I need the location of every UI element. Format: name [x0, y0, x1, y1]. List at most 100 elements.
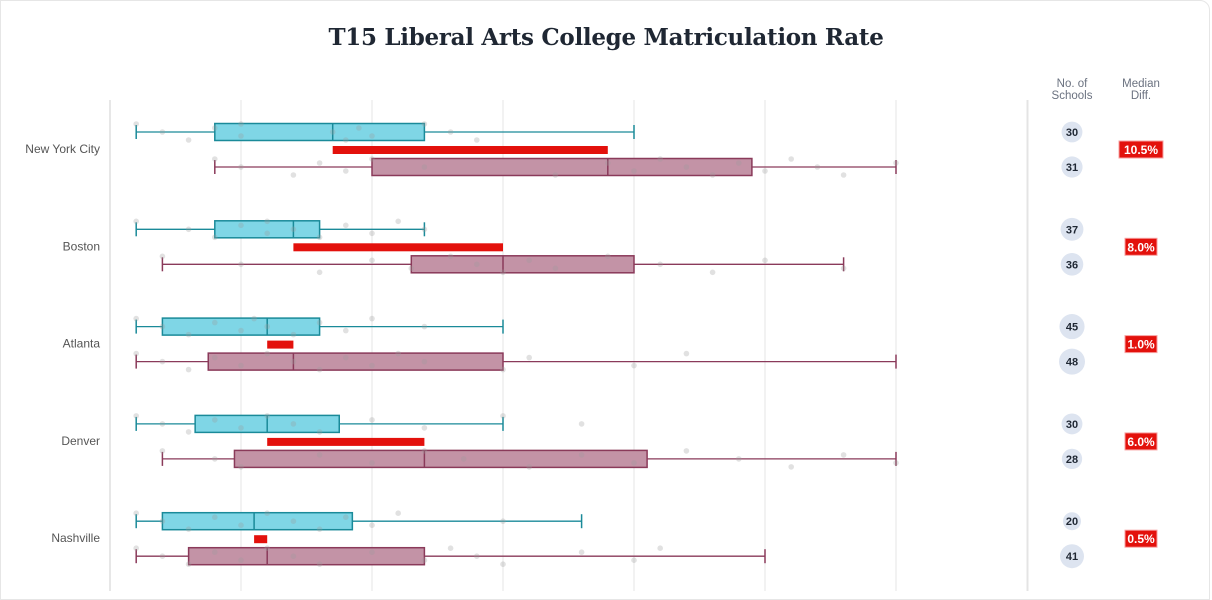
- data-point: [159, 553, 166, 559]
- data-point: [578, 452, 585, 458]
- data-point: [238, 133, 244, 139]
- city-row: New York City 30 31 10.5%: [25, 121, 1164, 178]
- school-count-bubble: [1059, 348, 1085, 375]
- data-point: [133, 218, 139, 225]
- box-b: [133, 350, 897, 373]
- data-point: [264, 218, 271, 225]
- data-point: [238, 557, 244, 563]
- city-label: Boston: [63, 239, 100, 253]
- iqr-box: [214, 122, 426, 142]
- data-point: [369, 522, 375, 528]
- data-point: [238, 464, 244, 470]
- data-point: [212, 319, 218, 326]
- median-diff-value: 8.0%: [1127, 240, 1155, 254]
- school-count: 31: [1066, 162, 1078, 174]
- box-a: [133, 121, 635, 143]
- median-diff-badge: [1124, 529, 1158, 548]
- data-point: [605, 160, 611, 166]
- iqr-box: [233, 449, 648, 469]
- data-point: [369, 133, 375, 139]
- data-point: [343, 222, 349, 229]
- data-point: [316, 234, 323, 241]
- iqr-box: [207, 352, 504, 371]
- data-point: [421, 226, 428, 233]
- count-header-line1: No. of: [1056, 78, 1088, 90]
- data-point: [343, 354, 349, 361]
- data-point: [526, 464, 532, 470]
- city-row: Boston 37 36 8.0%: [63, 217, 1158, 276]
- data-point: [369, 230, 375, 237]
- box-b: [159, 253, 847, 276]
- school-count: 20: [1066, 516, 1078, 528]
- school-count: 30: [1066, 127, 1078, 139]
- school-count: 41: [1066, 551, 1078, 563]
- school-count-bubble: [1063, 512, 1081, 531]
- data-point: [500, 561, 506, 567]
- data-point: [185, 526, 192, 532]
- data-point: [316, 160, 323, 166]
- box-b: [212, 156, 899, 178]
- data-point: [631, 168, 637, 174]
- iqr-box: [161, 317, 321, 336]
- data-point: [290, 421, 297, 427]
- data-point: [316, 429, 323, 435]
- iqr-box: [371, 157, 753, 177]
- diff-column-header: Median Diff.: [1111, 78, 1171, 102]
- data-point: [421, 164, 428, 170]
- data-point: [421, 448, 428, 454]
- data-point: [212, 234, 218, 241]
- data-point: [893, 460, 899, 466]
- data-point: [369, 315, 375, 322]
- data-point: [395, 510, 402, 516]
- data-point: [356, 125, 362, 131]
- data-point: [290, 331, 297, 338]
- data-point: [474, 261, 480, 268]
- data-point: [421, 425, 428, 431]
- data-point: [212, 156, 218, 162]
- median-diff-value: 0.5%: [1127, 532, 1155, 546]
- data-point: [290, 172, 297, 178]
- data-point: [159, 448, 166, 454]
- school-count: 48: [1066, 357, 1078, 369]
- data-point: [185, 137, 192, 143]
- city-row: Denver 30 28 6.0%: [61, 413, 1158, 470]
- data-point: [474, 553, 480, 559]
- median-diff-badge: [1124, 237, 1158, 256]
- median-diff-bar: [254, 535, 268, 544]
- data-point: [316, 561, 323, 567]
- data-point: [159, 358, 166, 365]
- data-point: [185, 331, 192, 338]
- data-point: [343, 514, 349, 520]
- median-diff-badge: [1118, 140, 1164, 159]
- data-point: [500, 413, 506, 419]
- data-point: [238, 362, 244, 369]
- data-point: [343, 168, 349, 174]
- data-point: [185, 429, 192, 435]
- data-point: [736, 456, 742, 462]
- data-point: [316, 452, 323, 458]
- data-point: [421, 557, 428, 563]
- data-point: [709, 269, 716, 276]
- data-point: [369, 257, 375, 264]
- data-point: [840, 265, 847, 272]
- data-point: [369, 460, 375, 466]
- data-point: [238, 222, 244, 229]
- data-point: [762, 168, 768, 174]
- data-point: [238, 425, 244, 431]
- data-point: [133, 121, 139, 127]
- data-point: [316, 319, 323, 326]
- data-point: [212, 125, 218, 131]
- data-point: [264, 510, 271, 516]
- data-point: [840, 172, 847, 178]
- data-point: [500, 269, 506, 276]
- data-point: [631, 557, 637, 563]
- school-count-bubble: [1060, 253, 1084, 276]
- median-diff-badge: [1124, 432, 1158, 451]
- data-point: [212, 456, 218, 462]
- data-point: [264, 350, 271, 357]
- data-point: [238, 261, 244, 268]
- box-a: [133, 315, 504, 338]
- iqr-box: [161, 511, 354, 531]
- iqr-box: [187, 546, 426, 566]
- data-point: [290, 226, 297, 233]
